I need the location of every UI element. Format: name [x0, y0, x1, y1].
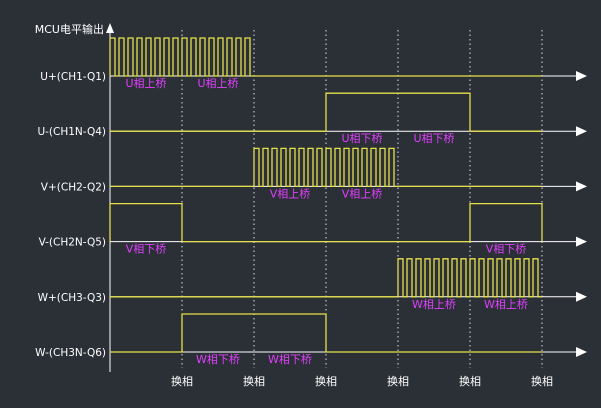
segment-label: V相下桥 — [486, 243, 527, 256]
commutation-label: 换相 — [387, 374, 409, 388]
commutation-label: 换相 — [459, 374, 481, 388]
commutation-label: 换相 — [315, 374, 337, 388]
commutation-label: 换相 — [243, 374, 265, 388]
channel-label: W-(CH3N-Q6) — [35, 347, 106, 359]
segment-label: U相下桥 — [413, 132, 454, 145]
waveform-0 — [109, 37, 542, 77]
waveform-2 — [110, 147, 542, 188]
axis-arrow-icon — [576, 236, 587, 247]
axis-arrow-icon — [576, 181, 587, 192]
segment-label: W相下桥 — [268, 353, 312, 366]
segment-label: U相上桥 — [125, 77, 166, 90]
segment-label: U相上桥 — [197, 77, 238, 90]
axis-arrow-icon — [576, 126, 587, 137]
channel-waveforms — [109, 37, 543, 353]
waveform-4 — [110, 258, 542, 298]
channel-label: U+(CH1-Q1) — [40, 71, 106, 83]
commutation-label: 换相 — [531, 374, 553, 388]
channel-label: V-(CH2N-Q5) — [39, 237, 106, 249]
channel-label: U-(CH1N-Q4) — [37, 126, 106, 138]
channel-label: V+(CH2-Q2) — [41, 181, 106, 193]
segment-label: V相上桥 — [270, 187, 311, 200]
axis-arrow-icon — [576, 291, 587, 302]
waveform-3 — [109, 202, 543, 243]
vertical-axis-arrow-icon — [106, 23, 114, 33]
segment-label: V相上桥 — [342, 187, 383, 200]
segment-label: W相上桥 — [412, 298, 456, 311]
segment-label: U相下桥 — [341, 132, 382, 145]
segment-label: V相下桥 — [126, 243, 167, 256]
axis-arrow-icon — [576, 71, 587, 81]
waveform-1 — [110, 92, 542, 132]
channel-label: W+(CH3-Q3) — [38, 292, 106, 304]
axis-arrow-icon — [576, 347, 587, 357]
commutation-label: 换相 — [171, 374, 193, 388]
waveform-5 — [110, 313, 542, 353]
diagram-title: MCU电平输出 — [35, 22, 104, 36]
segment-label: W相上桥 — [484, 298, 528, 311]
segment-label: W相下桥 — [196, 353, 240, 366]
